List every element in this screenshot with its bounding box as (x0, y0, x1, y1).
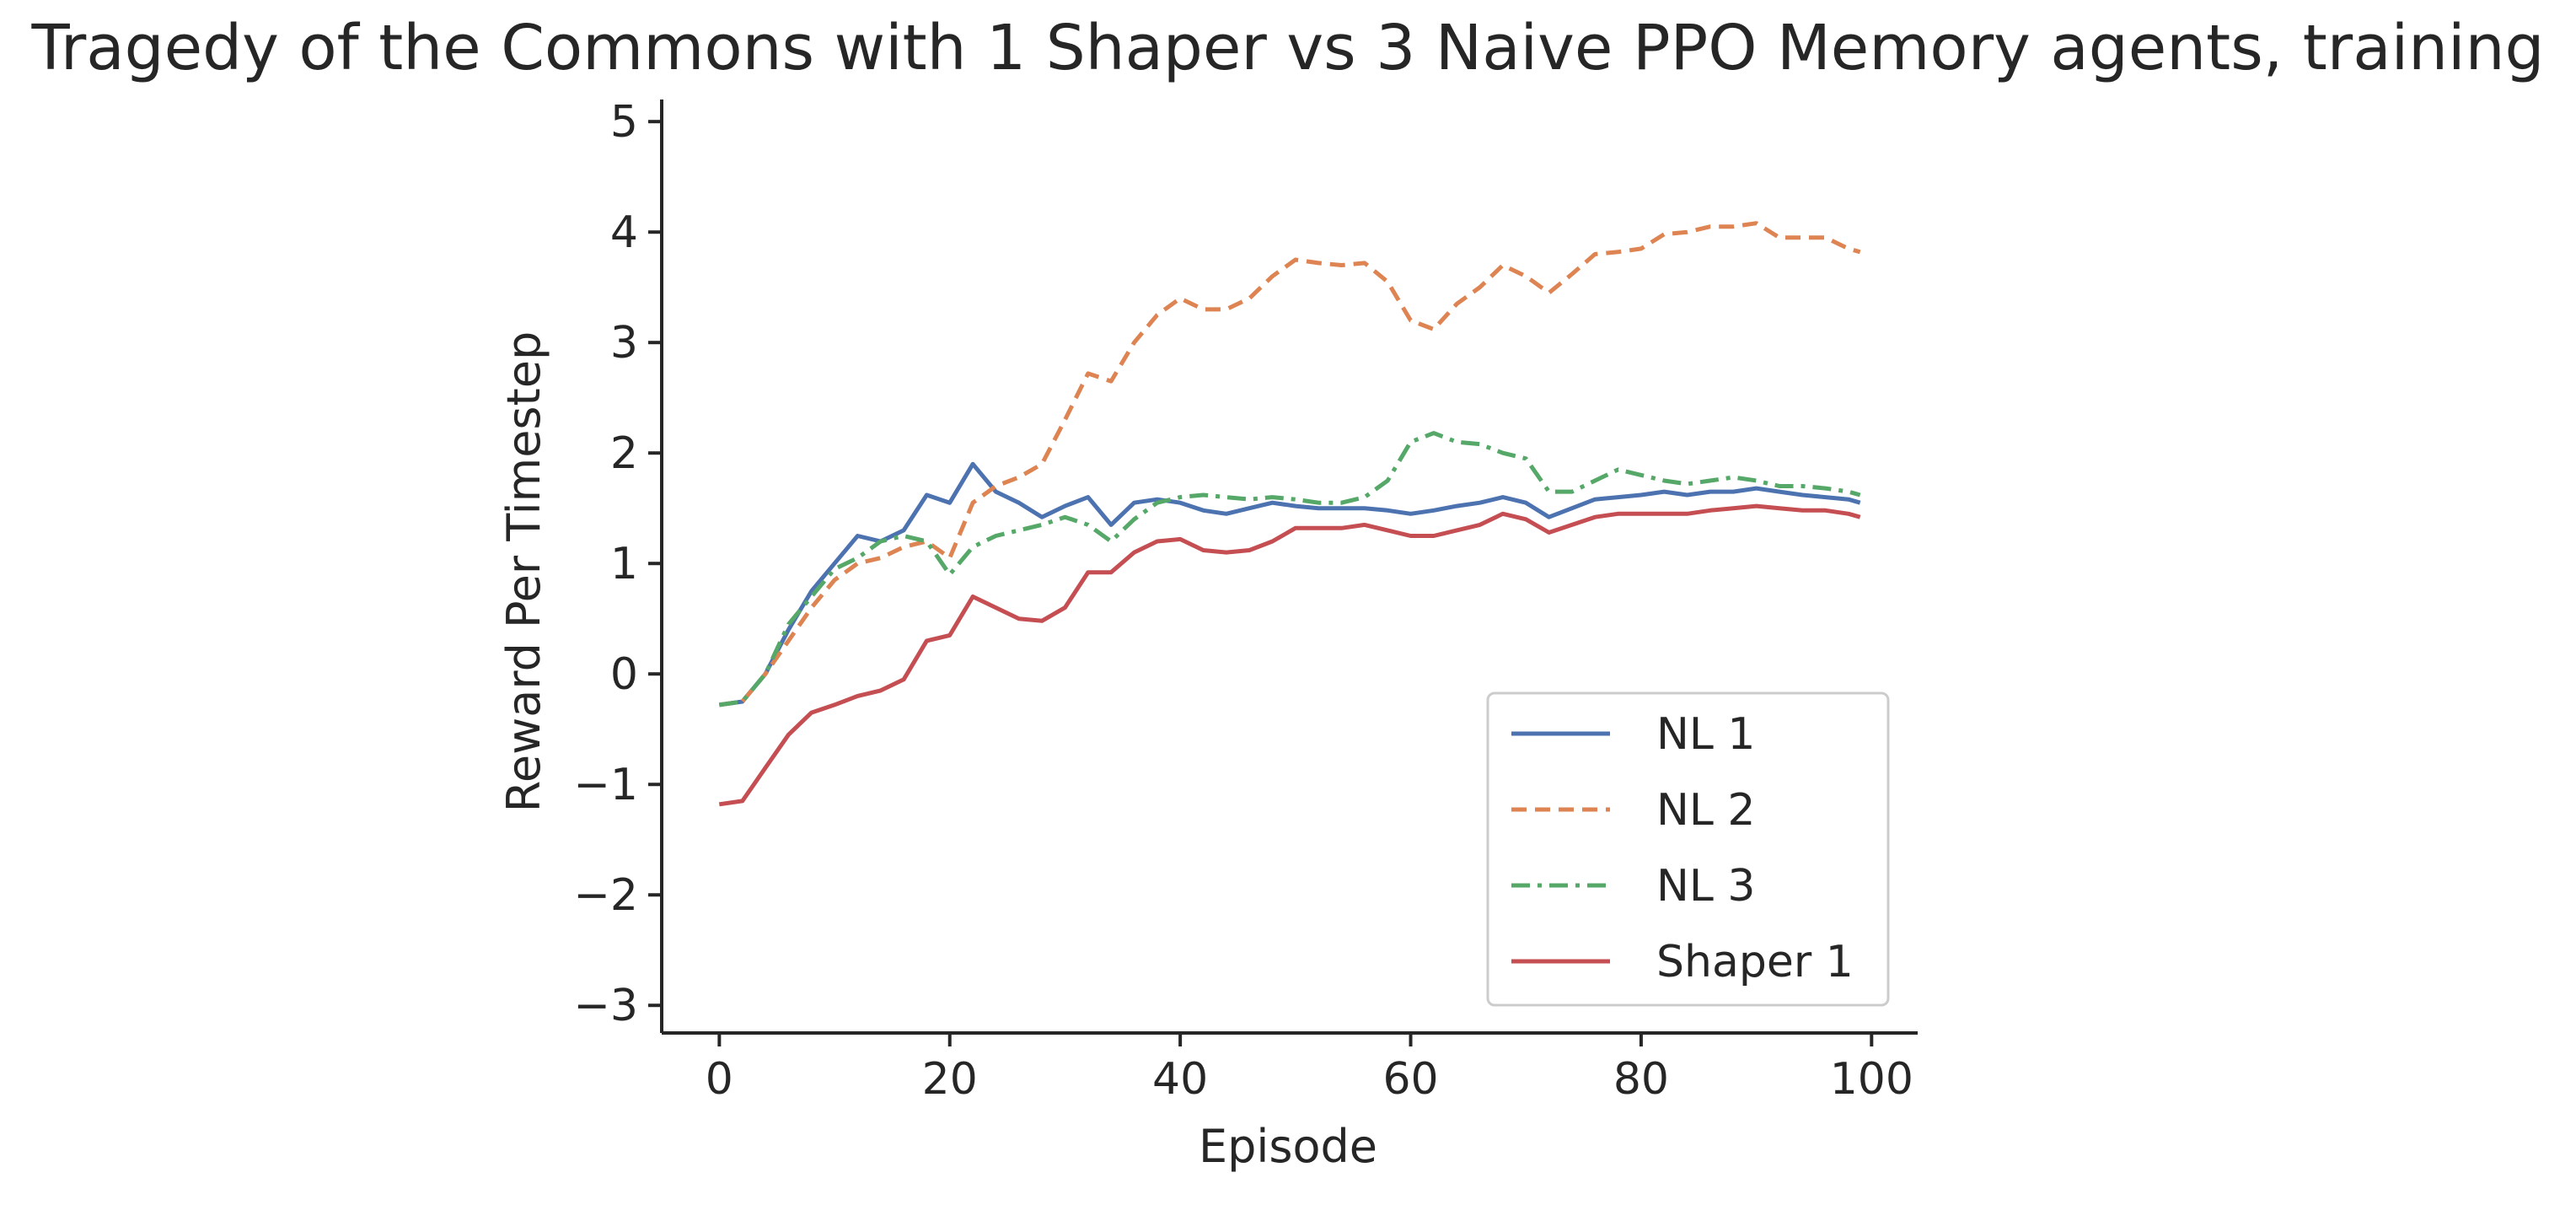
y-tick-label: −3 (573, 981, 638, 1031)
legend-label: NL 2 (1656, 785, 1755, 836)
legend-box (1486, 691, 1890, 1007)
legend-label: NL 1 (1656, 709, 1755, 760)
legend-item: NL 1 (1511, 709, 1755, 760)
x-tick-label: 80 (1613, 1054, 1669, 1105)
y-tick-label: 1 (610, 539, 638, 589)
series-line-2 (718, 221, 1861, 707)
series-layer (718, 221, 1861, 807)
x-tick-label: 40 (1152, 1054, 1208, 1105)
legend-label: NL 3 (1656, 861, 1755, 912)
legend-item: NL 3 (1511, 861, 1755, 912)
y-tick-label: 2 (610, 428, 638, 479)
x-axis-label: Episode (1199, 1120, 1377, 1173)
legend: NL 1 NL 2 NL 3 Shaper 1 (1486, 691, 1890, 1007)
y-tick-label: 5 (610, 97, 638, 148)
y-tick-label: 4 (610, 207, 638, 258)
y-tick-label: −1 (573, 760, 638, 810)
legend-item: Shaper 1 (1511, 937, 1854, 987)
x-tick-label: 20 (922, 1054, 978, 1105)
y-tick-label: 0 (610, 649, 638, 700)
plot-area: 0 20 40 60 80 100 −3 −2 −1 0 1 2 3 4 5 (573, 97, 1918, 1105)
x-tick-label: 100 (1830, 1054, 1913, 1105)
chart-title: Tragedy of the Commons with 1 Shaper vs … (31, 12, 2545, 84)
legend-label: Shaper 1 (1656, 937, 1854, 987)
x-tick-label: 60 (1382, 1054, 1438, 1105)
x-tick-label: 0 (706, 1054, 733, 1105)
y-axis-label: Reward Per Timestep (497, 331, 550, 812)
series-line-1 (718, 461, 1861, 707)
legend-item: NL 2 (1511, 785, 1755, 836)
series-line-4 (718, 503, 1861, 807)
y-tick-label: −2 (573, 870, 638, 921)
series-line-3 (718, 431, 1861, 707)
y-tick-label: 3 (610, 318, 638, 368)
